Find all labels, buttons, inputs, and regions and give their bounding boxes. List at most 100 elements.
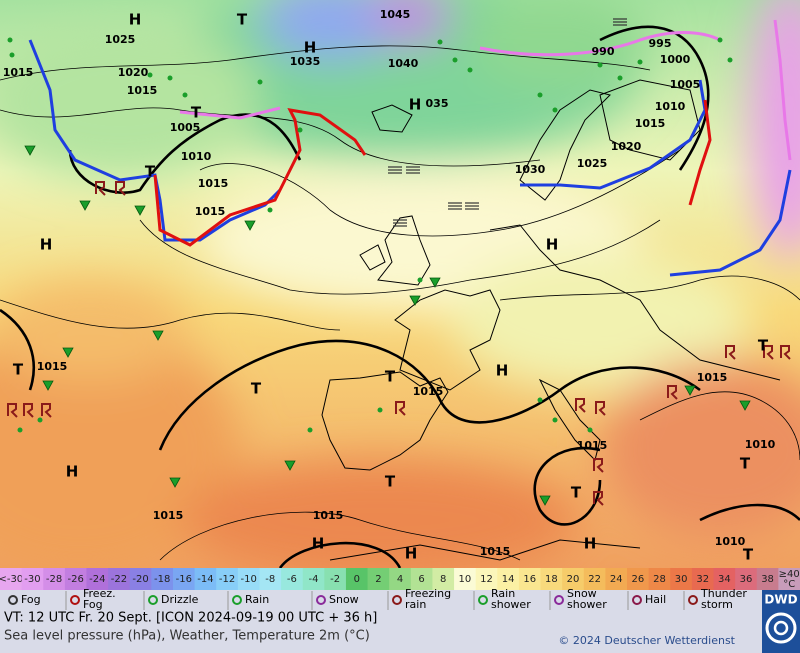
scale-label: -6 bbox=[287, 574, 297, 585]
rain-dot bbox=[727, 57, 733, 63]
pressure-center: T bbox=[385, 368, 396, 386]
scale-cell bbox=[583, 568, 606, 590]
scale-label: 24 bbox=[610, 574, 623, 585]
scale-cell bbox=[281, 568, 304, 590]
scale-label: -12 bbox=[219, 574, 235, 585]
weather-icon bbox=[232, 595, 242, 605]
scale-label: 6 bbox=[418, 574, 424, 585]
rain-dot bbox=[597, 62, 603, 68]
shower-symbol bbox=[42, 380, 54, 391]
pressure-center: T bbox=[740, 455, 751, 473]
scale-cell bbox=[21, 568, 44, 590]
scale-label: 8 bbox=[440, 574, 446, 585]
scale-cell bbox=[735, 568, 758, 590]
shower-symbol bbox=[152, 330, 164, 341]
rain-dot bbox=[537, 397, 543, 403]
rain-dot bbox=[637, 59, 643, 65]
isobar-label: 1015 bbox=[153, 509, 184, 522]
scale-cell bbox=[562, 568, 585, 590]
isobar-label: 1010 bbox=[181, 150, 212, 163]
isobar-label: 1015 bbox=[198, 177, 229, 190]
scale-label: -18 bbox=[154, 574, 170, 585]
pressure-center: H bbox=[546, 236, 559, 254]
weather-label: Hail bbox=[645, 593, 666, 606]
scale-cell bbox=[540, 568, 563, 590]
thunder-symbol bbox=[575, 398, 586, 413]
scale-cell bbox=[324, 568, 347, 590]
weather-label: rain bbox=[405, 598, 426, 611]
rain-dot bbox=[147, 72, 153, 78]
rain-dot bbox=[297, 127, 303, 133]
isobar-label: 995 bbox=[649, 37, 672, 50]
rain-dot bbox=[452, 57, 458, 63]
scale-label: -20 bbox=[132, 574, 148, 585]
shower-symbol bbox=[739, 400, 751, 411]
scale-cell bbox=[518, 568, 542, 590]
rain-dot bbox=[267, 207, 273, 213]
thunder-symbol bbox=[593, 491, 604, 506]
rain-dot bbox=[417, 277, 423, 283]
rain-dot bbox=[17, 427, 23, 433]
scale-cell bbox=[454, 568, 477, 590]
pressure-center: H bbox=[66, 463, 79, 481]
rain-dot bbox=[167, 75, 173, 81]
scale-label: 28 bbox=[653, 574, 666, 585]
scale-label: 34 bbox=[718, 574, 731, 585]
scale-cell bbox=[475, 568, 498, 590]
isobar-label: 1020 bbox=[118, 66, 149, 79]
weather-label: Snow bbox=[329, 593, 359, 606]
scale-label: 16 bbox=[523, 574, 536, 585]
weather-icon bbox=[478, 595, 488, 605]
scale-label: 26 bbox=[631, 574, 644, 585]
scale-cell bbox=[691, 568, 715, 590]
isobar-label: 1015 bbox=[480, 545, 511, 558]
thunder-symbol bbox=[23, 403, 34, 418]
scale-label: 22 bbox=[588, 574, 601, 585]
shower-symbol bbox=[134, 205, 146, 216]
isobar-label: 1015 bbox=[413, 385, 444, 398]
scale-label: 20 bbox=[567, 574, 580, 585]
weather-label: Rain bbox=[245, 593, 269, 606]
pressure-center: H bbox=[584, 535, 597, 553]
isobar-label: 1015 bbox=[3, 66, 34, 79]
isobar-label: 1025 bbox=[105, 33, 136, 46]
copyright: © 2024 Deutscher Wetterdienst bbox=[558, 634, 735, 647]
scale-label: 10 bbox=[458, 574, 471, 585]
pressure-center: H bbox=[40, 236, 53, 254]
logo-swirl bbox=[765, 612, 797, 644]
scale-cell bbox=[713, 568, 736, 590]
isobars bbox=[0, 45, 800, 561]
thunder-symbol bbox=[725, 345, 736, 360]
scale-cell bbox=[432, 568, 455, 590]
isobar-label: 1040 bbox=[388, 57, 419, 70]
thunder-symbol bbox=[41, 403, 52, 418]
isobar-label: 1005 bbox=[170, 121, 201, 134]
pressure-center: H bbox=[304, 39, 317, 57]
rain-dot bbox=[437, 39, 443, 45]
weather-label: Freez. bbox=[83, 587, 116, 600]
scale-cell bbox=[627, 568, 650, 590]
rain-dot bbox=[7, 37, 13, 43]
scale-cell bbox=[86, 568, 109, 590]
main-isobars bbox=[0, 25, 800, 568]
scale-label: 18 bbox=[545, 574, 558, 585]
weather-label: storm bbox=[701, 598, 733, 611]
weather-icon bbox=[392, 595, 402, 605]
scale-label: -26 bbox=[68, 574, 84, 585]
scale-cell bbox=[64, 568, 87, 590]
isobar-label: 1010 bbox=[745, 438, 776, 451]
weather-icon bbox=[8, 595, 18, 605]
logo-text: DWD bbox=[764, 593, 797, 607]
thunder-symbol bbox=[395, 401, 406, 416]
scale-cell bbox=[43, 568, 66, 590]
weather-label: Drizzle bbox=[161, 593, 199, 606]
weather-label: Freezing bbox=[405, 587, 451, 600]
scale-label: 30 bbox=[675, 574, 688, 585]
isobar-label: 1015 bbox=[127, 84, 158, 97]
scale-cell bbox=[756, 568, 779, 590]
scale-label: -2 bbox=[330, 574, 340, 585]
isobar-label: 1010 bbox=[655, 100, 686, 113]
scale-label: -8 bbox=[265, 574, 275, 585]
shower-symbol bbox=[244, 220, 256, 231]
